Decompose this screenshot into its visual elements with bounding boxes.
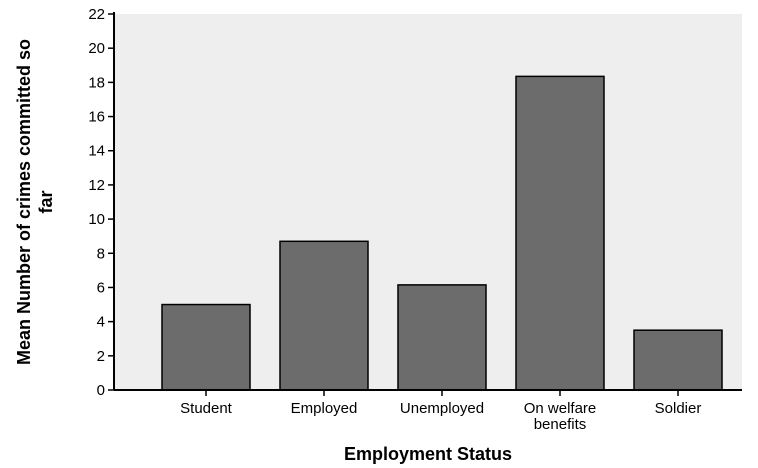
x-axis: Student Employed Unemployed On welfare benef… [114, 389, 742, 433]
y-tick-label: 6 [97, 279, 105, 296]
y-tick-label: 14 [88, 143, 105, 160]
y-tick-label: 8 [97, 245, 105, 262]
bar-employed [279, 240, 369, 391]
y-tick-label: 18 [88, 74, 105, 91]
y-tick-label: 2 [97, 348, 105, 365]
bar-soldier [633, 329, 723, 391]
y-tick-label: 12 [88, 177, 105, 194]
bar-student [161, 303, 251, 391]
x-axis-title: Employment Status [344, 444, 512, 464]
bar-on-welfare-benefits [515, 75, 605, 391]
y-axis: 0 2 4 6 8 10 12 14 16 18 20 22 [88, 6, 115, 399]
x-tick-label: Student [180, 400, 233, 417]
bar-unemployed [397, 284, 487, 391]
y-axis-title: Mean Number of crimes committed so far [14, 39, 56, 365]
x-tick-label: Employed [291, 400, 358, 417]
x-tick-label: Unemployed [400, 400, 484, 417]
x-tick-label: On welfare benefits [524, 400, 597, 433]
y-tick-label: 22 [88, 6, 105, 23]
x-tick-label: Soldier [655, 400, 702, 417]
bars-group [161, 75, 723, 391]
y-tick-label: 20 [88, 40, 105, 57]
y-tick-label: 0 [97, 382, 105, 399]
y-tick-label: 16 [88, 109, 105, 126]
y-tick-label: 10 [88, 211, 105, 228]
y-tick-label: 4 [97, 314, 105, 331]
